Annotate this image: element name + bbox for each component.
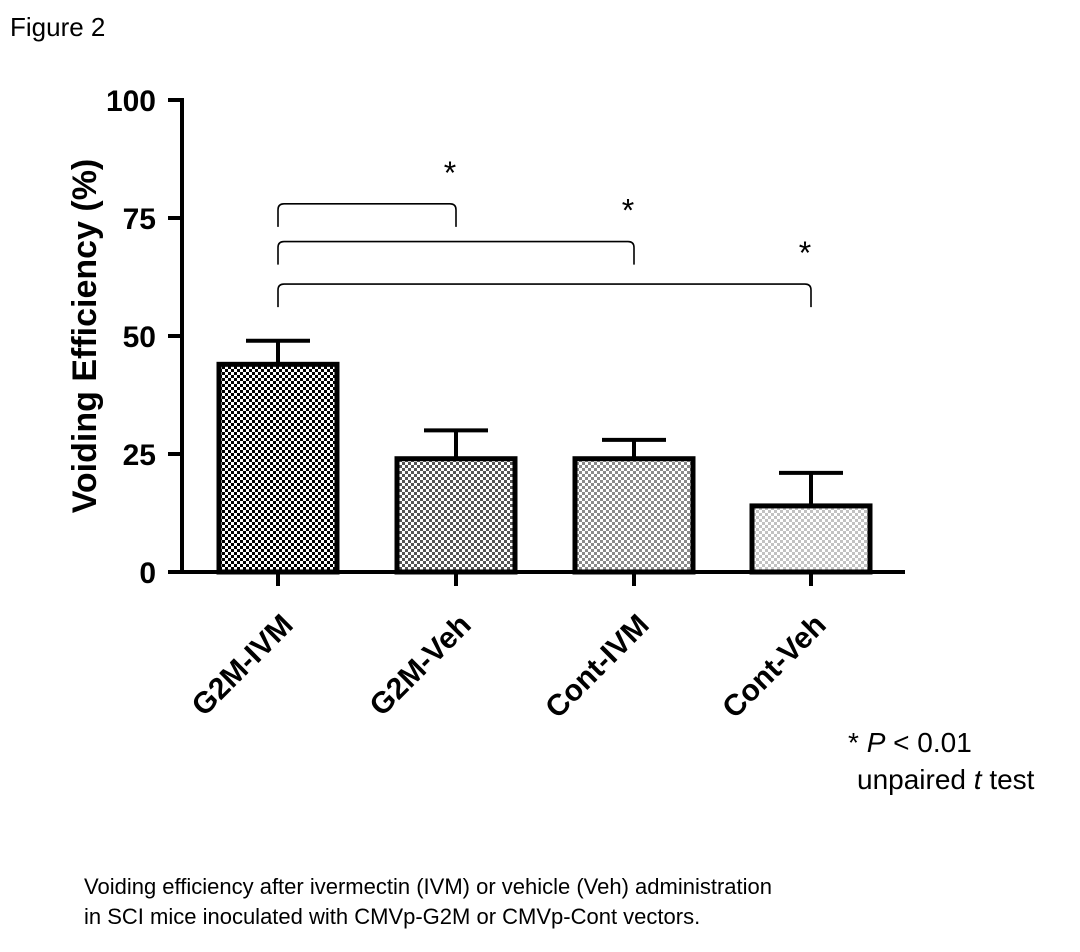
bar <box>394 456 518 575</box>
figure-label: Figure 2 <box>10 12 106 42</box>
y-ticks: 0 25 50 75 100 <box>106 85 182 590</box>
significance-star: * <box>799 235 811 271</box>
significance-bracket <box>277 283 812 308</box>
significance-brackets: * * * <box>277 155 812 308</box>
significance-note-line1: * P < 0.01 <box>848 727 972 758</box>
x-tick-label: Cont-Veh <box>716 608 832 724</box>
y-tick-label: 75 <box>123 203 156 236</box>
error-bars <box>246 338 843 506</box>
y-tick-label: 0 <box>139 557 156 590</box>
y-axis-label: Voiding Efficiency (%) <box>66 159 104 514</box>
x-tick-label: G2M-Veh <box>364 608 478 722</box>
bar <box>749 503 873 575</box>
caption-line-1: Voiding efficiency after ivermectin (IVM… <box>84 874 772 899</box>
caption-line-2: in SCI mice inoculated with CMVp-G2M or … <box>84 904 701 929</box>
x-tick-label: G2M-IVM <box>186 608 300 722</box>
bar <box>572 456 696 575</box>
y-tick-label: 25 <box>123 439 156 472</box>
x-tick-labels: G2M-IVM G2M-Veh Cont-IVM Cont-Veh <box>186 608 833 724</box>
bars <box>216 361 873 575</box>
significance-star: * <box>444 155 456 191</box>
x-tick-label: Cont-IVM <box>539 608 655 724</box>
significance-note-line2: unpaired t test <box>857 764 1035 795</box>
significance-bracket <box>277 240 635 265</box>
significance-star: * <box>622 193 634 229</box>
bar <box>216 361 340 575</box>
figure-caption: Voiding efficiency after ivermectin (IVM… <box>84 872 772 932</box>
significance-bracket <box>277 203 457 227</box>
y-tick-label: 50 <box>123 321 156 354</box>
y-tick-label: 100 <box>106 85 156 118</box>
